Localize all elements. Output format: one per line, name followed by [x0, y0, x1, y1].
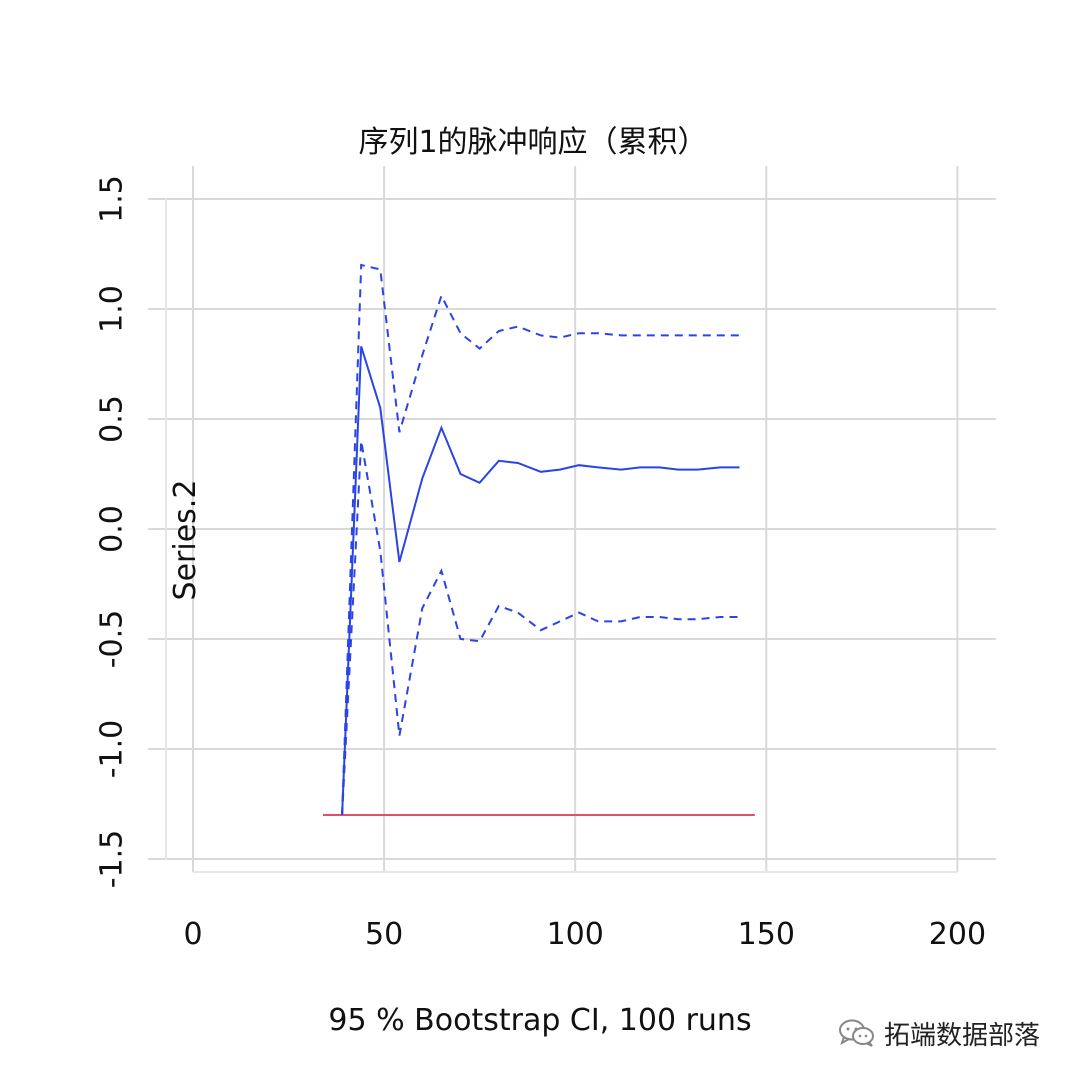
x-axis-label: 95 % Bootstrap CI, 100 runs [328, 1003, 751, 1038]
x-tick-label: 50 [365, 917, 403, 952]
x-tick-label: 150 [738, 917, 795, 952]
watermark-text: 拓端数据部落 [884, 1020, 1041, 1051]
chart-title: 序列1的脉冲响应（累积） [358, 125, 707, 160]
irf-line [341, 346, 740, 816]
series-layer [322, 263, 755, 816]
y-axis-label: Series.2 [168, 480, 203, 601]
y-tick-label: -1.5 [95, 830, 130, 889]
y-tick-label: 0.5 [95, 395, 130, 443]
x-tick-label: 200 [929, 917, 986, 952]
axes [165, 198, 958, 873]
y-tick-label: 0.0 [95, 505, 130, 553]
lower-ci-line [341, 440, 740, 816]
y-tick-label: -0.5 [95, 610, 130, 669]
grid [148, 166, 996, 872]
wechat-icon [839, 1019, 874, 1047]
x-tick-label: 0 [183, 917, 202, 952]
x-tick-label: 100 [547, 917, 604, 952]
watermark: 拓端数据部落 [838, 1013, 1040, 1053]
tick-labels: 0 50 100 150 200 -1.5 -1.0 -0.5 0.0 0.5 1.0 1.5 [95, 175, 987, 952]
y-tick-label: 1.5 [95, 175, 130, 223]
y-tick-label: 1.0 [95, 285, 130, 333]
y-tick-label: -1.0 [95, 720, 130, 779]
upper-ci-line [341, 263, 740, 816]
